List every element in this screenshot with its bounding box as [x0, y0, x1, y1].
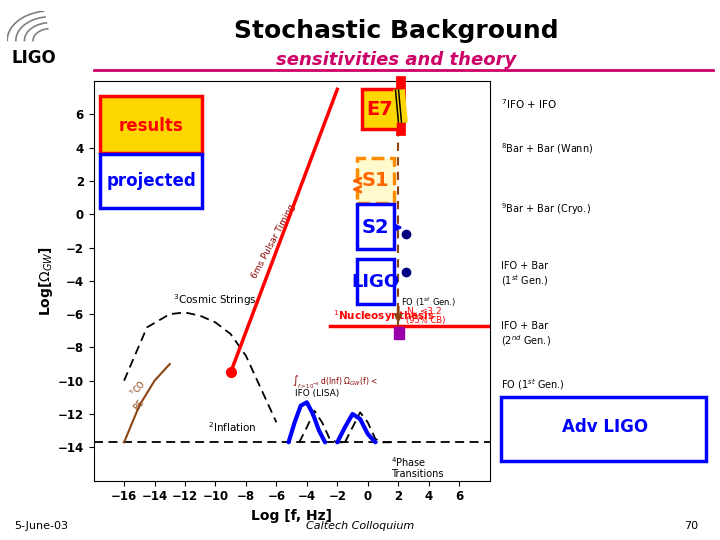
Text: $^9$Bar + Bar (Cryo.): $^9$Bar + Bar (Cryo.) [501, 201, 591, 217]
Text: 70: 70 [684, 521, 698, 531]
Bar [501, 397, 706, 461]
Text: IFO + Bar
(1$^{st}$ Gen.): IFO + Bar (1$^{st}$ Gen.) [501, 261, 549, 288]
Text: FO (1$^{st}$ Gen.): FO (1$^{st}$ Gen.) [501, 377, 565, 392]
Text: $^5$CO: $^5$CO [127, 377, 148, 400]
Text: Caltech Colloquium: Caltech Colloquium [306, 521, 414, 531]
Text: 5-June-03: 5-June-03 [14, 521, 68, 531]
Text: $^2$Inflation: $^2$Inflation [208, 421, 256, 434]
Text: FO (1$^{st}$ Gen.): FO (1$^{st}$ Gen.) [401, 295, 456, 309]
FancyBboxPatch shape [361, 89, 398, 129]
X-axis label: Log [f, Hz]: Log [f, Hz] [251, 509, 332, 523]
Text: 6ms Pulsar Timing: 6ms Pulsar Timing [250, 202, 297, 280]
Text: (95% CB): (95% CB) [406, 316, 445, 325]
FancyBboxPatch shape [357, 204, 394, 249]
Text: BE: BE [132, 399, 145, 413]
Text: (2$^{nd}$ Gen.): (2$^{nd}$ Gen.) [582, 448, 628, 462]
Text: sensitivities and theory: sensitivities and theory [276, 51, 516, 69]
Bar [394, 327, 405, 339]
Text: $^7$IFO + IFO: $^7$IFO + IFO [501, 97, 557, 111]
Text: projected: projected [107, 172, 197, 190]
Text: $^3$Cosmic Strings: $^3$Cosmic Strings [173, 292, 257, 308]
FancyBboxPatch shape [99, 96, 202, 153]
Text: E7: E7 [366, 100, 393, 119]
Text: S1: S1 [361, 171, 390, 191]
Text: LIGO: LIGO [12, 49, 56, 68]
Text: results: results [119, 117, 184, 135]
Text: $^4$Phase: $^4$Phase [391, 455, 426, 469]
Text: Stochastic Background: Stochastic Background [234, 19, 558, 43]
Y-axis label: Log[$\Omega_{GW}$]: Log[$\Omega_{GW}$] [37, 246, 55, 316]
FancyBboxPatch shape [357, 259, 394, 304]
Text: $^8$Bar + Bar (Wann): $^8$Bar + Bar (Wann) [501, 141, 593, 156]
Text: LIGO: LIGO [351, 273, 400, 292]
Text: Adv LIGO: Adv LIGO [562, 417, 648, 436]
Text: Transitions: Transitions [391, 469, 443, 480]
Text: $\int_{f>10^{-8}}$ d(Inf) $\Omega_{GW}$(f) <: $\int_{f>10^{-8}}$ d(Inf) $\Omega_{GW}$(… [292, 373, 377, 390]
Text: $^1$Nucleosynthesis: $^1$Nucleosynthesis [333, 308, 435, 324]
Text: S2: S2 [361, 218, 390, 237]
Text: IFO (LISA): IFO (LISA) [294, 389, 339, 397]
Text: N$_\nu$ <3.2: N$_\nu$ <3.2 [406, 305, 441, 318]
FancyBboxPatch shape [99, 154, 202, 207]
Text: IFO + Bar
(2$^{nd}$ Gen.): IFO + Bar (2$^{nd}$ Gen.) [501, 321, 551, 348]
FancyBboxPatch shape [357, 158, 394, 202]
